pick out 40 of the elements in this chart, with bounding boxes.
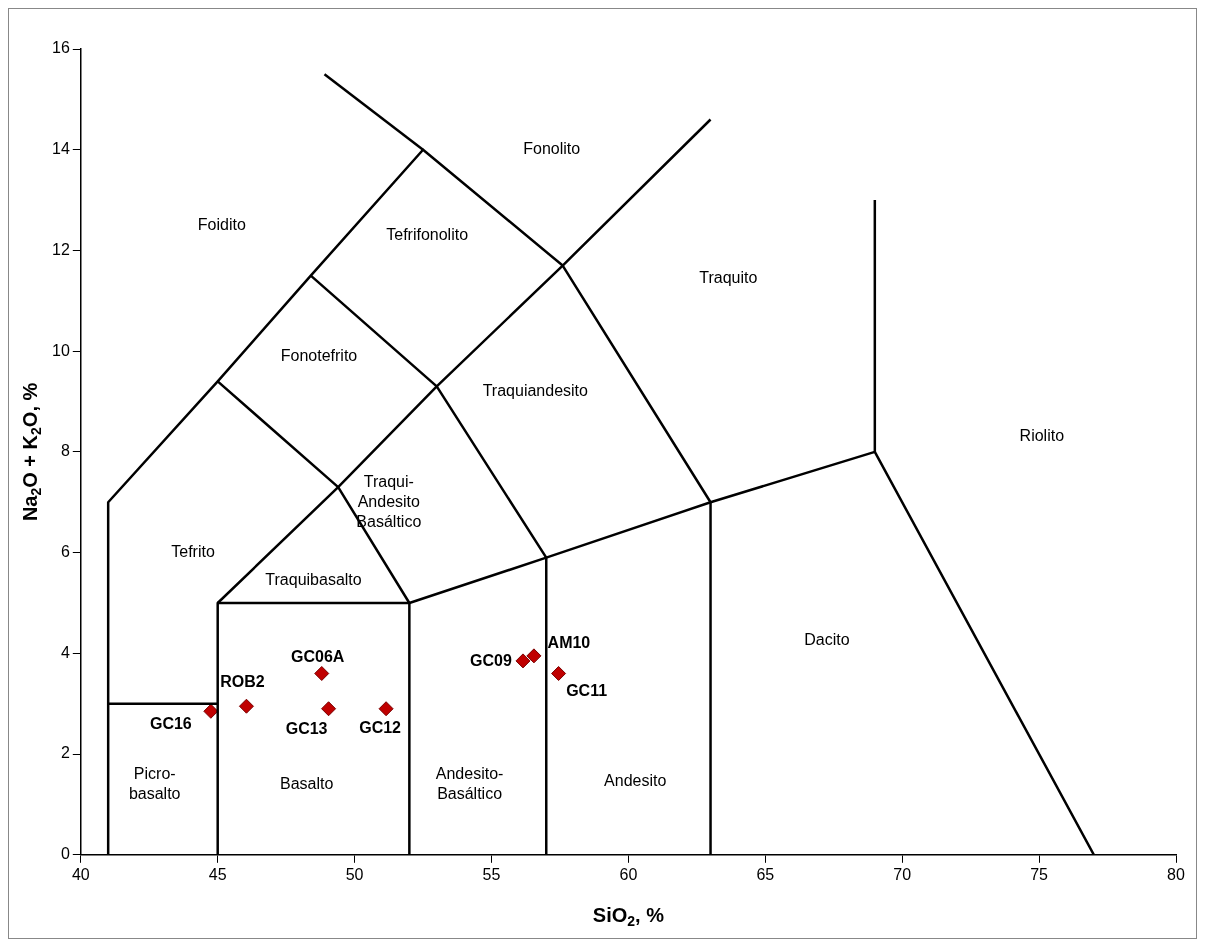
data-label: ROB2 — [220, 672, 265, 690]
data-label: GC06A — [291, 647, 345, 665]
annotation: Riolito — [1019, 427, 1065, 445]
data-label: GC11 — [566, 681, 608, 699]
y-tick-label: 6 — [60, 543, 70, 561]
annotation: Picro- basalto — [128, 764, 181, 802]
data-label: GC09 — [470, 652, 512, 670]
annotation: Andesito — [604, 772, 667, 790]
y-tick-label: 14 — [52, 140, 70, 158]
annotation: Tefrifonolito — [386, 225, 469, 243]
y-tick-label: 8 — [60, 442, 70, 460]
x-tick-label: 75 — [1030, 865, 1049, 883]
data-label: GC16 — [149, 714, 192, 732]
annotation: Fonotefrito — [280, 346, 358, 364]
annotation: Basalto — [280, 774, 334, 792]
x-tick-label: 65 — [756, 865, 775, 883]
y-tick-label: 4 — [60, 643, 70, 661]
x-tick-label: 70 — [893, 865, 912, 883]
annotation: Traquito — [699, 268, 758, 286]
x-tick-label: 60 — [619, 865, 638, 883]
annotation: Fonolito — [523, 140, 581, 158]
y-tick-label: 12 — [52, 240, 70, 258]
data-label: GC12 — [359, 719, 402, 737]
annotation: Foidito — [197, 215, 246, 233]
annotation: Andesito- Basáltico — [435, 764, 504, 802]
x-tick-label: 55 — [482, 865, 501, 883]
annotation: Dacito — [804, 631, 850, 649]
annotation: Traquiandesito — [482, 381, 589, 399]
y-tick-label: 0 — [60, 845, 70, 863]
data-label: GC13 — [285, 720, 328, 738]
x-tick-label: 50 — [345, 865, 364, 883]
x-tick-label: 45 — [208, 865, 227, 883]
x-tick-label: 40 — [71, 865, 90, 883]
y-tick-label: 2 — [60, 744, 70, 762]
y-tick-label: 10 — [52, 341, 70, 359]
data-label: AM10 — [547, 634, 591, 652]
annotation: Traquibasalto — [265, 570, 362, 588]
y-tick-label: 16 — [52, 39, 70, 57]
x-tick-label: 80 — [1167, 865, 1185, 883]
annotation: Tefrito — [171, 543, 215, 561]
